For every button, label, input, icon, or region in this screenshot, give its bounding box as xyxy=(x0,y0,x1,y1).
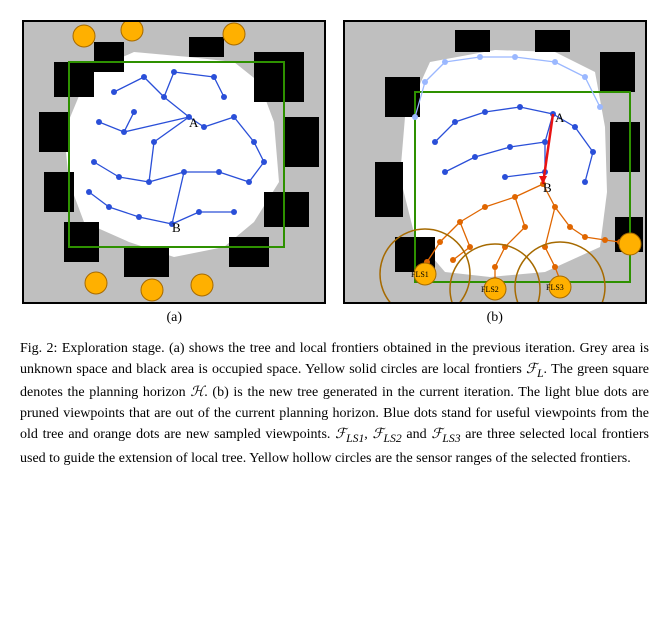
svg-text:B: B xyxy=(543,180,552,195)
svg-text:B: B xyxy=(172,220,181,235)
svg-text:FLS2: FLS2 xyxy=(481,285,499,294)
symbol-FL: ℱL xyxy=(526,362,544,377)
caption-text-4: , xyxy=(364,427,372,442)
svg-text:A: A xyxy=(189,115,199,130)
symbol-FLS3: ℱLS3 xyxy=(431,427,460,442)
svg-text:A: A xyxy=(555,110,565,125)
symbol-H: ℋ xyxy=(190,385,204,400)
panel-a: AB xyxy=(22,20,326,304)
panel-a-wrap: AB (a) xyxy=(20,20,329,326)
panel-b-wrap: FLS1 FLS2 FLS3 A B (b) xyxy=(341,20,650,326)
figure-caption: Fig. 2: Exploration stage. (a) shows the… xyxy=(20,338,649,469)
svg-text:FLS1: FLS1 xyxy=(411,270,429,279)
panel-b: FLS1 FLS2 FLS3 A B xyxy=(343,20,647,304)
figure-panels: AB (a) FLS1FLS2FLS3AB (b) xyxy=(20,20,649,326)
symbol-FLS1: ℱLS1 xyxy=(335,427,364,442)
symbol-FLS2: ℱLS2 xyxy=(373,427,402,442)
sublabel-a: (a) xyxy=(166,310,182,326)
sublabel-b: (b) xyxy=(487,310,503,326)
caption-text-5: and xyxy=(402,427,432,442)
svg-text:FLS3: FLS3 xyxy=(546,283,564,292)
